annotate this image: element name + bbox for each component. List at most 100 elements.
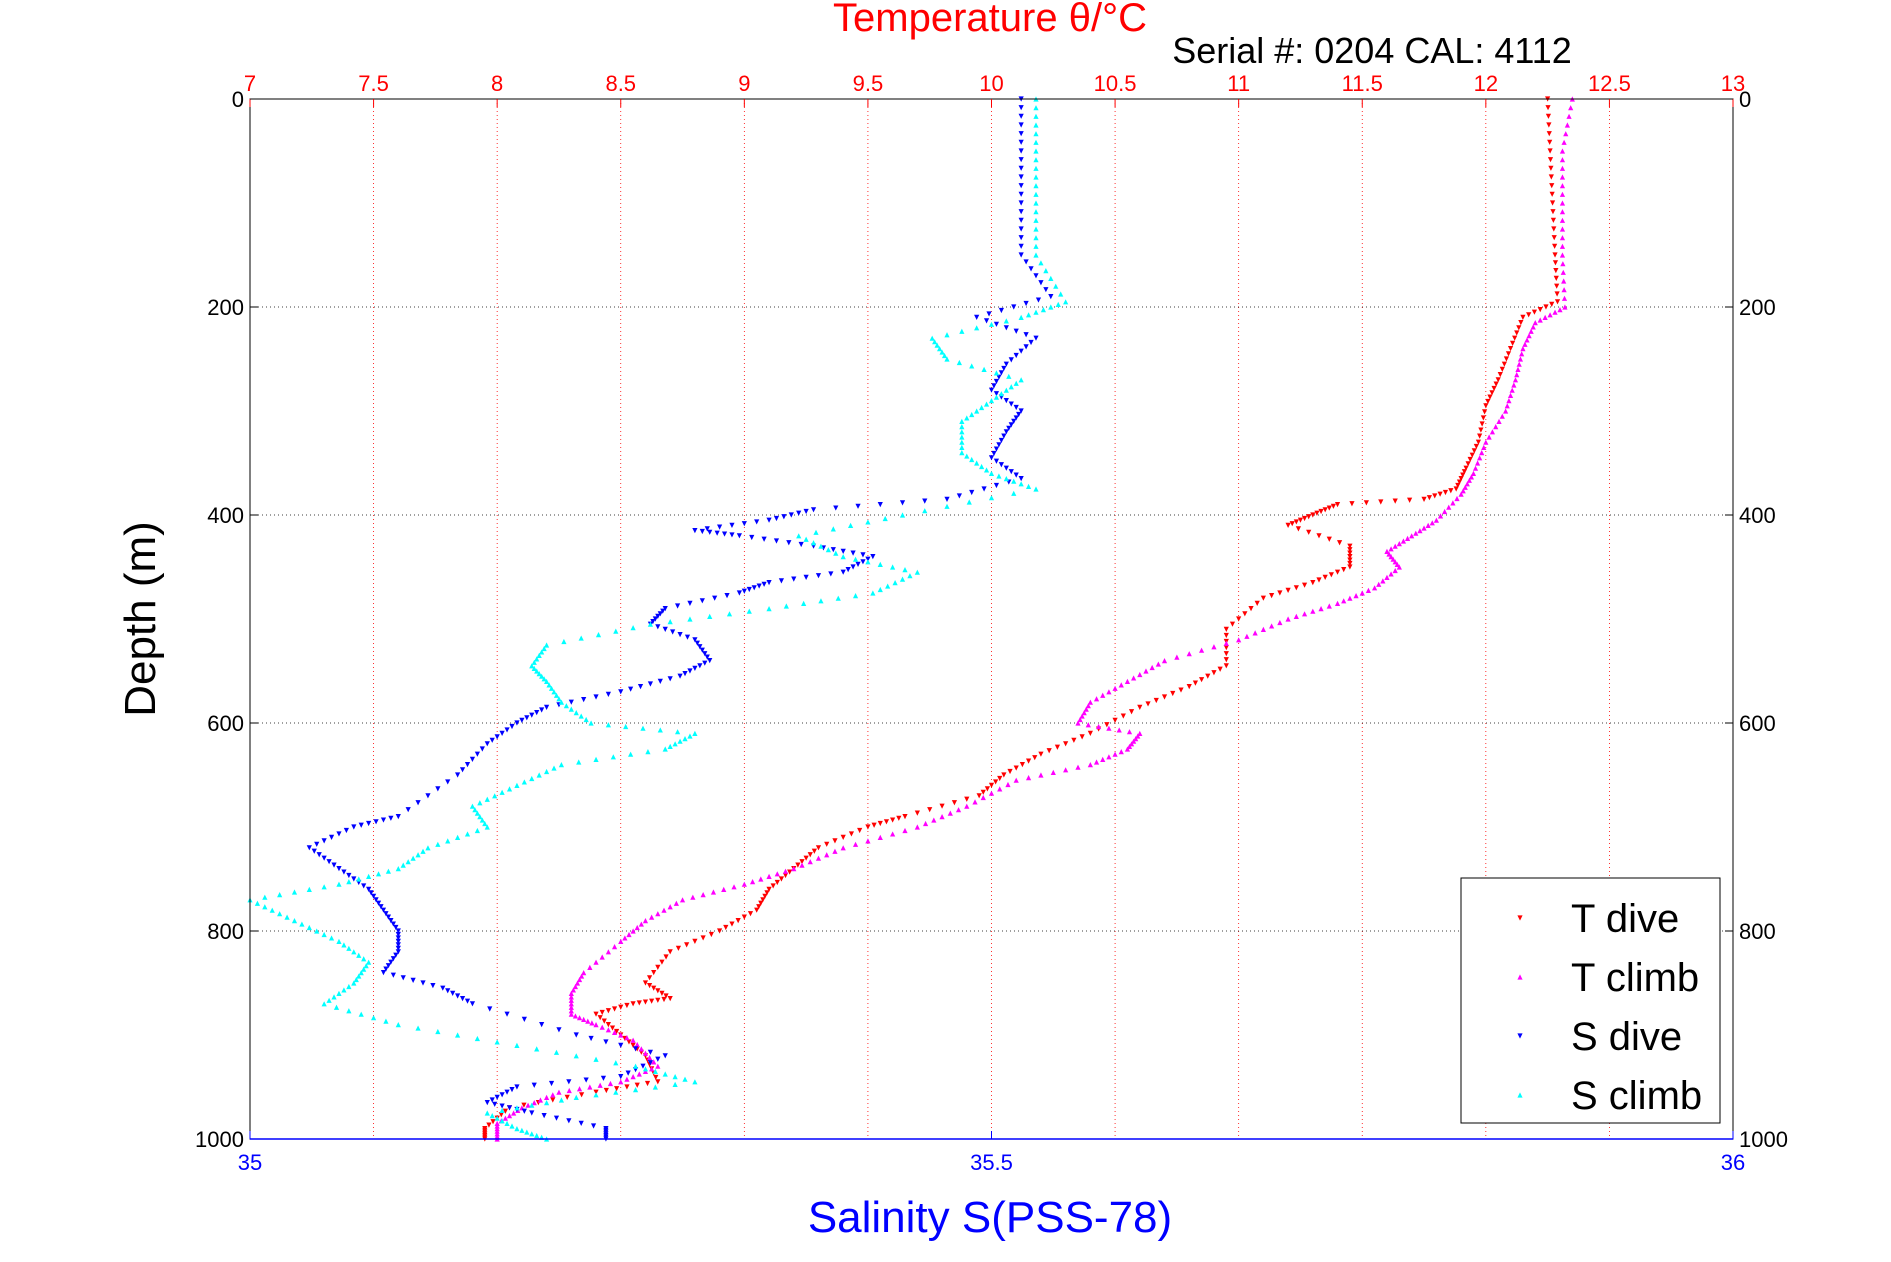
data-point [1552,243,1558,249]
data-point [306,886,312,892]
data-point [572,983,579,990]
x-axis-label: Salinity S(PSS-78) [808,1193,1172,1242]
data-point [1018,226,1024,232]
data-point [966,499,972,505]
data-point [1161,694,1168,700]
data-point [415,852,421,858]
data-point [551,765,557,771]
data-point [993,394,1000,400]
data-point [539,649,545,655]
data-point [366,873,372,879]
data-point [914,569,920,575]
series-layer [247,96,1575,1142]
data-point [326,859,332,865]
data-point [667,743,673,749]
data-point [1559,252,1566,258]
data-point [662,1053,668,1059]
data-point [803,855,809,861]
data-point [341,942,347,948]
data-point [927,807,933,813]
data-point [634,1041,640,1048]
data-point [1285,522,1291,528]
data-point [782,868,789,874]
data-point [818,543,824,549]
data-point [1549,200,1556,206]
data-point [1013,472,1019,478]
data-point [1003,387,1009,393]
data-point [1454,495,1460,502]
data-point [395,942,401,948]
data-point [390,921,396,927]
data-point [813,529,819,535]
data-point [1223,640,1229,646]
data-point [1388,554,1394,560]
data-point [504,1120,510,1126]
data-point [1008,357,1014,363]
data-point [385,963,392,969]
data-point [383,1018,389,1024]
data-point [321,884,327,890]
data-point [1306,514,1312,520]
data-point [511,1110,517,1116]
data-point [1458,491,1464,497]
data-point [556,1027,562,1033]
data-point [1353,593,1359,599]
data-point [277,911,283,917]
data-point [521,779,527,785]
data-point [646,975,653,981]
data-point [645,749,651,755]
data-point [1035,297,1042,303]
data-point [356,952,362,958]
data-point [1475,439,1482,445]
data-point [1301,611,1308,617]
data-point [1223,632,1229,639]
data-point [1137,730,1143,736]
data-point [477,800,483,806]
data-point [1038,280,1044,286]
data-point [561,638,567,645]
data-point [758,900,764,906]
data-point [1054,744,1061,750]
data-point [1046,748,1052,754]
data-point [929,335,935,341]
data-point [494,1126,500,1132]
data-point [865,519,871,525]
data-point [1477,455,1483,461]
data-point [778,578,785,584]
data-point [1491,385,1497,392]
data-point [388,959,394,965]
data-point [1008,401,1014,407]
data-point [1442,508,1448,515]
data-point [581,1016,587,1022]
data-point [979,404,985,411]
data-point [993,370,1000,376]
data-point [1396,541,1402,547]
data-point [1310,580,1316,586]
data-point [1128,741,1135,747]
data-point [519,1127,525,1133]
data-point [840,834,846,840]
data-point [544,768,550,775]
data-point [506,1105,513,1111]
data-point [636,1071,642,1077]
data-point [931,817,937,823]
data-point [1050,769,1056,775]
data-point [521,1108,527,1114]
data-point [646,983,653,989]
data-point [807,859,813,865]
data-point [998,437,1004,444]
data-point [708,931,714,938]
data-point [832,848,838,854]
data-point [988,790,995,796]
data-point [1018,235,1024,241]
data-point [611,1006,618,1012]
data-point [1083,706,1089,712]
data-point [1394,561,1400,567]
data-point [550,1092,556,1098]
data-point [642,1066,649,1072]
data-point [939,349,945,355]
data-point [623,723,629,730]
data-point [346,872,352,879]
data-point [366,886,372,892]
data-point [1515,366,1521,372]
